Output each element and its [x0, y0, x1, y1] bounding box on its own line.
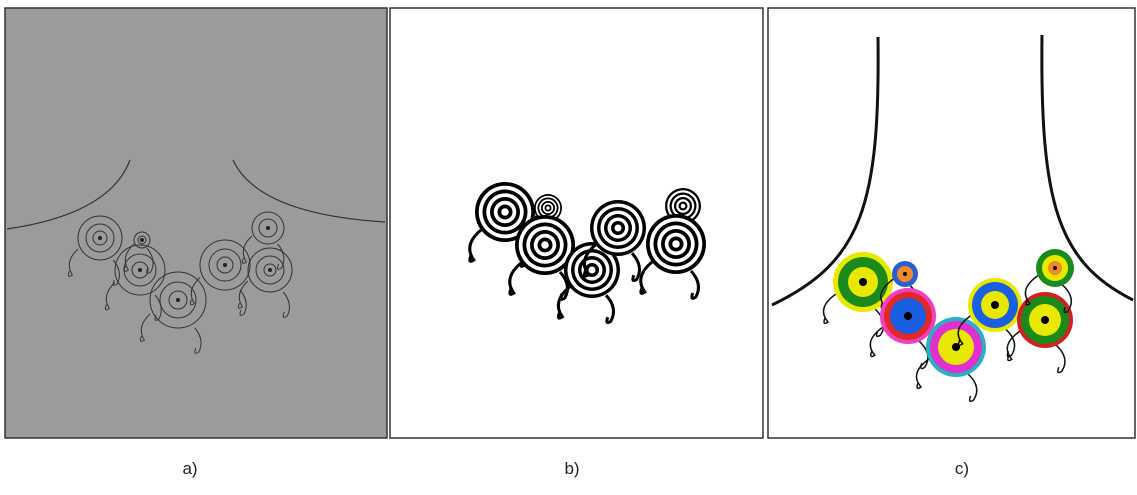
color-ring: [991, 301, 999, 309]
color-ring: [859, 278, 867, 286]
caption: b): [564, 459, 579, 478]
panel-c: [768, 8, 1135, 438]
color-ring: [1053, 266, 1057, 270]
sketch-dot: [268, 268, 272, 272]
photo-background: [5, 8, 387, 438]
sketch-dot: [98, 236, 102, 240]
sketch-dot: [223, 263, 227, 267]
ring: [615, 225, 622, 232]
figure: a) b) c): [0, 0, 1137, 495]
ring: [589, 267, 596, 274]
panel-a: [5, 8, 387, 438]
color-ring: [903, 272, 907, 276]
ring: [501, 208, 509, 216]
caption: a): [182, 459, 197, 478]
panel-b: [390, 8, 763, 438]
sketch-dot: [176, 298, 180, 302]
ring: [541, 241, 549, 249]
ring: [672, 240, 680, 248]
sketch-dot: [138, 268, 142, 272]
color-ring: [904, 312, 912, 320]
panel-frame: [390, 8, 763, 438]
caption: c): [955, 459, 969, 478]
sketch-dot: [266, 226, 270, 230]
ring: [546, 206, 550, 210]
color-ring: [1041, 316, 1049, 324]
ring: [681, 204, 686, 209]
sketch-dot: [140, 238, 144, 242]
